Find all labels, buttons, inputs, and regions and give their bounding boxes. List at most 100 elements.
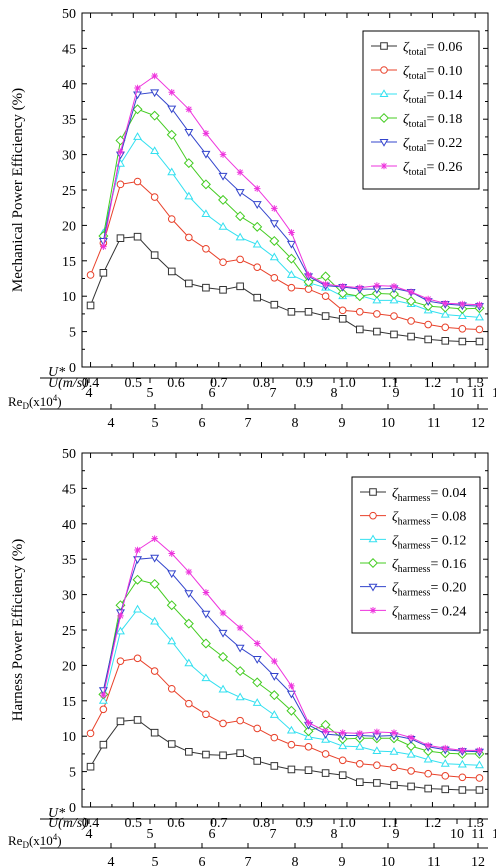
legend-entry: ζharmess= 0.20 (392, 581, 466, 599)
data-point (286, 705, 297, 716)
data-point (458, 324, 467, 333)
data-point (253, 293, 262, 302)
data-point (355, 778, 364, 787)
data-point (184, 658, 194, 667)
legend-symbol: ζ (392, 533, 399, 548)
re-tick-label: 4 (108, 855, 115, 868)
ustar-tick-label: 12 (492, 386, 496, 401)
data-point (269, 235, 280, 246)
ustar-axis-label: U* (48, 806, 65, 821)
legend-marker (379, 113, 389, 123)
data-point (304, 732, 314, 740)
y-tick-label: 25 (62, 184, 76, 199)
data-point (252, 698, 262, 706)
data-point (253, 724, 262, 733)
y-tick-label: 40 (62, 78, 76, 93)
re-label-sup: 4 (53, 832, 58, 842)
re-tick-label: 5 (152, 416, 159, 431)
data-point (388, 289, 399, 300)
data-point (98, 687, 108, 695)
x-tick-label: 0.8 (253, 816, 271, 831)
y-tick-label: 20 (62, 219, 76, 234)
re-tick-label: 10 (381, 416, 395, 431)
legend-entry: ζharmess= 0.16 (392, 557, 466, 575)
data-point (252, 677, 263, 688)
data-point (372, 746, 382, 755)
x-tick-label: 0.7 (210, 816, 228, 831)
legend-entry: ζtotal= 0.10 (403, 64, 462, 82)
data-point (133, 177, 142, 186)
data-point (338, 741, 348, 750)
data-point (183, 158, 194, 169)
x-tick-label: 1.1 (381, 376, 399, 391)
data-point (389, 746, 399, 755)
data-point (270, 273, 279, 282)
data-point (389, 295, 399, 304)
data-point (286, 240, 296, 249)
legend-entry: ζtotal= 0.26 (403, 160, 462, 178)
data-point (356, 284, 364, 292)
legend-entry: ζtotal= 0.14 (403, 88, 462, 106)
data-point (236, 282, 244, 291)
data-point (202, 130, 210, 137)
ustar-tick-label: 5 (147, 386, 154, 401)
legend-value: = 0.26 (426, 160, 462, 175)
data-point (287, 740, 296, 749)
data-point (286, 690, 296, 699)
x-tick-label: 0.6 (167, 376, 185, 391)
data-point (201, 150, 211, 159)
data-point (201, 610, 211, 619)
data-point (322, 280, 329, 288)
data-point (286, 725, 296, 734)
data-point (201, 209, 211, 218)
data-point (304, 766, 313, 774)
data-point (339, 729, 346, 736)
data-point (390, 781, 398, 789)
data-point (184, 128, 194, 137)
data-point (168, 550, 176, 557)
data-point (235, 189, 245, 197)
x-tick-label: 1.3 (466, 816, 484, 831)
ustar-tick-label: 7 (270, 827, 277, 842)
data-point (200, 179, 211, 190)
x-tick-label: 0.9 (295, 816, 313, 831)
x-tick-label: 1.3 (466, 376, 484, 391)
data-point (236, 716, 244, 725)
data-point (271, 205, 278, 212)
data-point (167, 570, 177, 579)
legend-marker (380, 162, 388, 170)
legend-marker (369, 607, 377, 614)
data-point (321, 734, 331, 743)
legend-symbol: ζ (403, 136, 410, 151)
re-tick-label: 8 (292, 855, 299, 868)
data-point (116, 180, 125, 189)
ustar-tick-label: 7 (270, 386, 277, 401)
data-point (86, 762, 95, 771)
legend-marker (379, 139, 389, 147)
legend-marker (368, 534, 378, 543)
y-tick-label: 30 (62, 589, 76, 604)
y-tick-label: 45 (62, 42, 76, 57)
legend-marker (379, 89, 389, 97)
legend-value: = 0.14 (426, 88, 462, 103)
ustar-tick-label: 5 (147, 827, 154, 842)
data-point (407, 317, 415, 325)
legend-symbol: ζ (403, 64, 410, 79)
data-point (287, 765, 296, 774)
y-tick-label: 50 (62, 447, 76, 462)
legend-box (351, 476, 481, 634)
re-axis-label: ReD(x104) (8, 832, 62, 850)
data-point (133, 604, 143, 613)
data-point (149, 110, 160, 121)
data-point (373, 327, 381, 336)
re-tick-label: 12 (471, 855, 485, 868)
data-point (270, 733, 279, 742)
data-point (150, 146, 160, 155)
data-point (117, 612, 124, 620)
legend-subscript: harmess (398, 588, 431, 599)
data-point (441, 337, 450, 345)
ustar-tick-label: 4 (86, 386, 93, 401)
re-tick-label: 7 (245, 855, 252, 868)
data-point (100, 243, 107, 250)
data-point (133, 654, 142, 663)
